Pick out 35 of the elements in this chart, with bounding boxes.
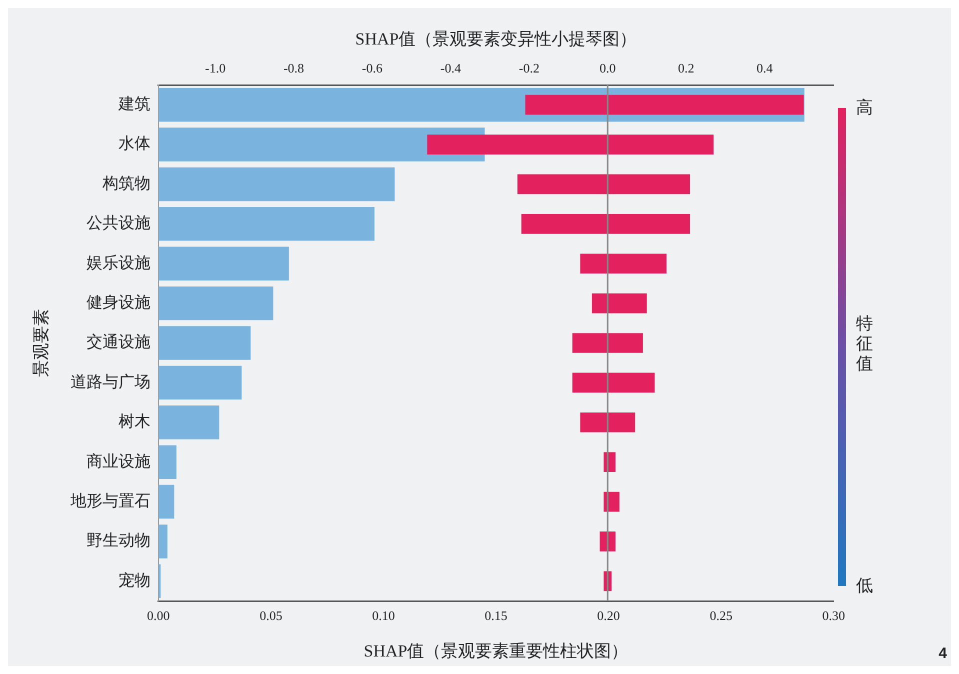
y-tick-label: 道路与广场 bbox=[70, 372, 150, 391]
x-tick-label: 0.10 bbox=[372, 608, 395, 624]
y-tick-label: 构筑物 bbox=[101, 175, 150, 192]
x2-tick-label: -1.0 bbox=[204, 60, 226, 76]
y-tick-label: 健身设施 bbox=[86, 294, 150, 312]
color-bar-label: 低 bbox=[856, 575, 873, 597]
x-tick-label: 0.05 bbox=[260, 608, 282, 624]
y-tick-label: 公共设施 bbox=[86, 214, 150, 232]
x2-axis-title: SHAP值（景观要素变异性小提琴图） bbox=[355, 30, 637, 49]
y-tick-label: 水体 bbox=[118, 134, 150, 153]
text: 4 bbox=[938, 645, 947, 662]
x2-tick-label: -0.6 bbox=[362, 60, 384, 76]
color-bar-label: 高 bbox=[856, 97, 873, 119]
x2-tick-label: 0.4 bbox=[756, 60, 774, 76]
x2-tick-label: -0.8 bbox=[283, 60, 304, 76]
y-tick-label: 宠物 bbox=[118, 571, 150, 590]
y-tick-label: 交通设施 bbox=[86, 333, 150, 352]
color-bar-title: 特征值 bbox=[856, 314, 874, 374]
x2-tick-label: 0.0 bbox=[600, 60, 616, 76]
y-tick-label: 建筑 bbox=[117, 95, 150, 114]
x-tick-label: 0.30 bbox=[822, 608, 845, 624]
y-tick-label: 树木 bbox=[118, 412, 150, 431]
x-tick-label: 0.25 bbox=[710, 608, 732, 624]
x-tick-label: 0.20 bbox=[597, 608, 620, 624]
y-tick-label: 商业设施 bbox=[86, 452, 150, 470]
x2-tick-label: -0.2 bbox=[518, 60, 540, 76]
y-tick-label: 野生动物 bbox=[86, 532, 150, 550]
y-tick-label: 娱乐设施 bbox=[86, 254, 150, 272]
x-axis-title: SHAP值（景观要素重要性柱状图） bbox=[364, 641, 628, 660]
x-tick-label: 0.15 bbox=[484, 608, 508, 624]
y-axis-title: 景观要素 bbox=[32, 309, 51, 377]
y-tick-label: 地形与置石 bbox=[69, 492, 150, 510]
x2-tick-label: 0.2 bbox=[678, 60, 694, 76]
x-tick-label: 0.00 bbox=[147, 608, 170, 624]
x2-tick-label: -0.4 bbox=[440, 60, 462, 76]
